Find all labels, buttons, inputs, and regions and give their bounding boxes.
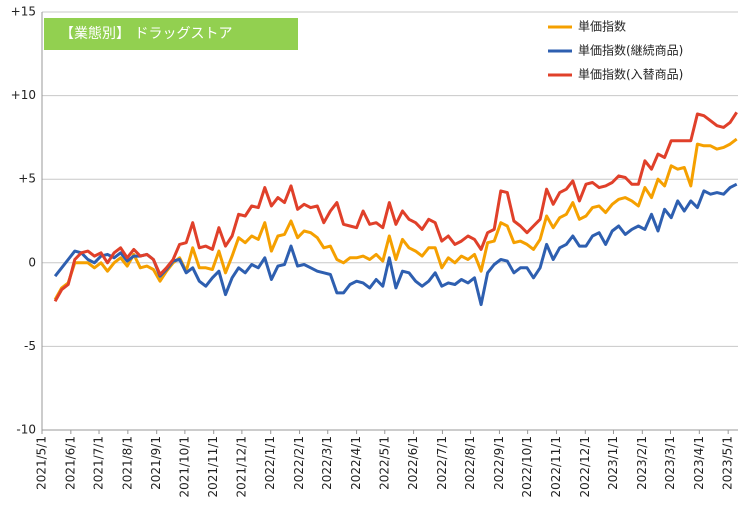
legend-label: 単価指数(継続商品) bbox=[578, 43, 683, 58]
x-tick-label: 2022/12/1 bbox=[578, 436, 592, 498]
x-tick-label: 2023/1/1 bbox=[606, 436, 620, 490]
x-tick-label: 2022/8/1 bbox=[463, 436, 477, 490]
y-tick-label: +5 bbox=[18, 172, 36, 186]
x-tick-label: 2022/2/1 bbox=[292, 436, 306, 490]
y-tick-label: 0 bbox=[28, 255, 36, 269]
legend-label: 単価指数(入替商品) bbox=[578, 67, 683, 82]
x-tick-label: 2022/4/1 bbox=[349, 436, 363, 490]
x-tick-label: 2023/3/1 bbox=[663, 436, 677, 490]
x-tick-label: 2023/2/1 bbox=[635, 436, 649, 490]
y-tick-label: -5 bbox=[24, 339, 36, 353]
x-tick-label: 2021/10/1 bbox=[177, 436, 191, 498]
x-tick-label: 2023/4/1 bbox=[692, 436, 706, 490]
x-tick-label: 2023/5/1 bbox=[721, 436, 735, 490]
x-tick-label: 2021/6/1 bbox=[63, 436, 77, 490]
x-tick-label: 2022/3/1 bbox=[320, 436, 334, 490]
x-tick-label: 2021/5/1 bbox=[35, 436, 49, 490]
x-tick-label: 2022/9/1 bbox=[492, 436, 506, 490]
x-tick-label: 2022/7/1 bbox=[435, 436, 449, 490]
x-tick-label: 2022/1/1 bbox=[263, 436, 277, 490]
legend-label: 単価指数 bbox=[578, 19, 626, 34]
x-tick-label: 2021/12/1 bbox=[234, 436, 248, 498]
x-tick-label: 2022/10/1 bbox=[520, 436, 534, 498]
chart-title: 【業態別】 ドラッグストア bbox=[60, 26, 232, 42]
title-box bbox=[44, 18, 298, 50]
y-tick-label: +15 bbox=[11, 5, 36, 19]
x-tick-label: 2021/9/1 bbox=[149, 436, 163, 490]
x-tick-label: 2022/5/1 bbox=[377, 436, 391, 490]
y-tick-label: -10 bbox=[16, 423, 36, 437]
x-tick-label: 2022/11/1 bbox=[549, 436, 563, 498]
x-tick-label: 2021/7/1 bbox=[92, 436, 106, 490]
y-tick-label: +10 bbox=[11, 88, 36, 102]
x-tick-label: 2021/11/1 bbox=[206, 436, 220, 498]
x-tick-label: 2021/8/1 bbox=[120, 436, 134, 490]
x-tick-label: 2022/6/1 bbox=[406, 436, 420, 490]
series-line bbox=[53, 111, 738, 303]
